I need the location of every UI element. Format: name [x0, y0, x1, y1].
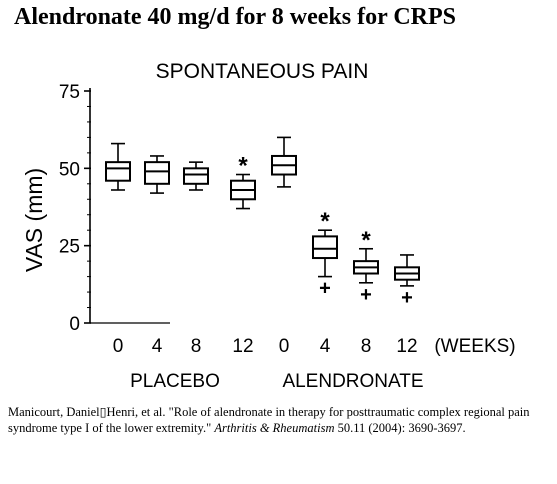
- y-tick-label: 0: [69, 314, 80, 335]
- x-tick-label: 0: [113, 336, 124, 357]
- group-label-placebo: PLACEBO: [130, 371, 220, 392]
- box-alendronate-week-0: [271, 136, 297, 188]
- y-tick-label: 25: [59, 237, 80, 258]
- box-placebo-week-0: [105, 142, 131, 191]
- group-label-alendronate: ALENDRONATE: [282, 371, 423, 392]
- box-iqr: [312, 235, 338, 260]
- box-alendronate-week-12: +: [394, 254, 420, 309]
- significance-plus: +: [401, 287, 413, 309]
- citation: Manicourt, Daniel▯Henri, et al. "Role of…: [8, 404, 553, 436]
- x-tick-label: 4: [320, 336, 331, 357]
- boxes: **+*+ +: [105, 136, 420, 309]
- page-title: Alendronate 40 mg/d for 8 weeks for CRPS: [14, 4, 456, 30]
- citation-journal: Arthritis & Rheumatism: [214, 421, 335, 435]
- citation-volume-pages: 50.11 (2004): 3690-3697.: [337, 421, 466, 435]
- axes: 0 25 50 75: [59, 82, 170, 335]
- significance-asterisk: *: [320, 208, 330, 235]
- chart-title: SPONTANEOUS PAIN: [156, 60, 369, 83]
- y-axis-label: VAS (mm): [21, 168, 47, 272]
- x-axis-unit-label: (WEEKS): [434, 336, 515, 357]
- y-tick-label: 75: [59, 82, 80, 103]
- box-alendronate-week-4: *+: [312, 208, 338, 300]
- significance-asterisk: *: [361, 227, 371, 254]
- box-placebo-week-12: *: [230, 153, 256, 210]
- y-tick-label: 50: [59, 159, 80, 180]
- x-tick-label: 0: [279, 336, 290, 357]
- box-iqr: [105, 161, 131, 182]
- significance-asterisk: *: [238, 153, 248, 180]
- box-placebo-week-4: [144, 155, 170, 194]
- x-tick-label: 12: [396, 336, 417, 357]
- box-alendronate-week-8: *+: [353, 227, 379, 306]
- citation-authors-title: Manicourt, Daniel▯Henri, et al. "Role of…: [8, 405, 530, 435]
- x-tick-label: 8: [191, 336, 202, 357]
- chart: SPONTANEOUS PAIN VAS (mm) 0 25 50 75 * * + * + +…: [0, 50, 557, 400]
- box-iqr: [144, 161, 170, 185]
- x-tick-labels: 0 4 8 12 0 4 8 12: [113, 336, 418, 357]
- significance-plus: +: [360, 284, 372, 306]
- x-tick-label: 4: [152, 336, 163, 357]
- significance-plus: +: [319, 278, 331, 300]
- box-iqr: [183, 167, 209, 185]
- box-placebo-week-8: [183, 161, 209, 191]
- x-tick-label: 8: [361, 336, 372, 357]
- x-tick-label: 12: [232, 336, 253, 357]
